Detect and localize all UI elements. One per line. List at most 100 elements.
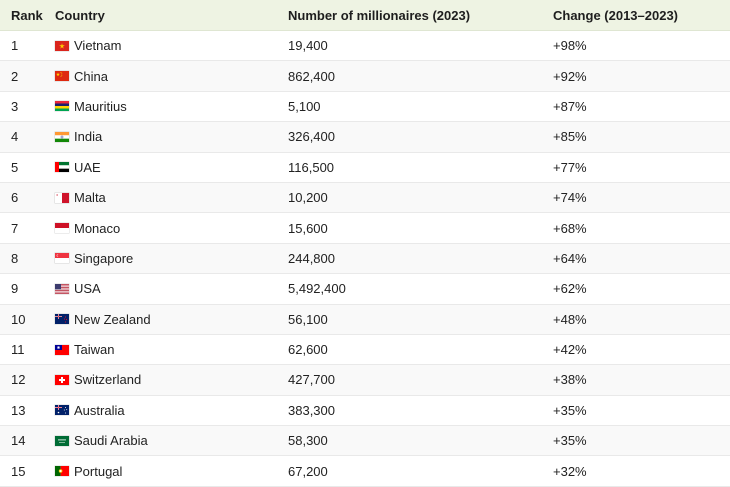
table-row[interactable]: 11 Taiwan 62,600 +42% [0,334,730,366]
rank-cell: 1 [0,30,44,62]
country-cell: UAE [44,152,277,183]
column-header-rank[interactable]: Rank [0,0,44,31]
rank-cell: 14 [0,425,44,457]
change-cell: +32% [542,455,730,487]
country-cell: Monaco [44,212,277,244]
millionaires-cell: 62,600 [277,334,542,366]
table-row[interactable]: 10 New Zealand 56,100 +48% [0,304,730,335]
change-cell: +87% [542,91,730,123]
rank-cell: 8 [0,243,44,275]
table-row[interactable]: 5 UAE 116,500 +77% [0,152,730,183]
rank-cell: 3 [0,91,44,123]
change-cell: +74% [542,182,730,214]
millionaires-cell: 862,400 [277,60,542,92]
table-row[interactable]: 12 Switzerland 427,700 +38% [0,364,730,396]
country-name: Portugal [74,463,123,479]
australia-flag-icon [55,405,69,416]
millionaires-cell: 5,100 [277,91,542,123]
millionaires-cell: 326,400 [277,121,542,153]
country-cell: Malta [44,182,277,214]
country-cell: India [44,121,277,153]
country-name: Monaco [74,220,121,236]
saudi-arabia-flag-icon [55,435,69,446]
millionaires-cell: 383,300 [277,395,542,427]
millionaires-cell: 67,200 [277,455,542,487]
country-name: Saudi Arabia [74,433,148,449]
change-cell: +85% [542,121,730,153]
country-name: Singapore [74,250,134,266]
table-row[interactable]: 13 Australia 383,300 +35% [0,395,730,427]
country-cell: Switzerland [44,364,277,396]
table-row[interactable]: 15 Portugal 67,200 +32% [0,455,730,487]
taiwan-flag-icon [55,344,69,355]
change-cell: +48% [542,304,730,335]
table-row[interactable]: 7 Monaco 15,600 +68% [0,212,730,244]
china-flag-icon [55,71,69,82]
table-row[interactable]: 3 Mauritius 5,100 +87% [0,91,730,123]
country-cell: Mauritius [44,91,277,123]
change-cell: +42% [542,334,730,366]
rank-cell: 7 [0,212,44,244]
change-cell: +98% [542,30,730,62]
country-name: Malta [74,190,106,206]
change-cell: +35% [542,425,730,457]
table-row[interactable]: 8 Singapore 244,800 +64% [0,243,730,275]
country-cell: New Zealand [44,304,277,335]
vietnam-flag-icon [55,40,69,51]
country-name: Taiwan [74,342,115,358]
country-name: Mauritius [74,98,127,114]
rank-cell: 5 [0,152,44,183]
uae-flag-icon [55,162,69,173]
millionaires-cell: 5,492,400 [277,273,542,305]
country-cell: Australia [44,395,277,427]
rank-cell: 4 [0,121,44,153]
malta-flag-icon [55,192,69,203]
rank-cell: 6 [0,182,44,214]
millionaires-cell: 19,400 [277,30,542,62]
change-cell: +64% [542,243,730,275]
country-name: UAE [74,159,101,175]
india-flag-icon [55,131,69,142]
new-zealand-flag-icon [55,314,69,325]
rank-cell: 10 [0,304,44,335]
country-cell: Portugal [44,455,277,487]
table-row[interactable]: 14 Saudi Arabia 58,300 +35% [0,425,730,457]
millionaires-cell: 56,100 [277,304,542,335]
country-cell: Saudi Arabia [44,425,277,457]
country-cell: USA [44,273,277,305]
millionaires-cell: 15,600 [277,212,542,244]
millionaires-cell: 116,500 [277,152,542,183]
rank-cell: 2 [0,60,44,92]
country-cell: Taiwan [44,334,277,366]
change-cell: +35% [542,395,730,427]
table-row[interactable]: 2 China 862,400 +92% [0,60,730,92]
country-name: Vietnam [74,38,122,54]
table-row[interactable]: 6 Malta 10,200 +74% [0,182,730,214]
column-header-millionaires[interactable]: Number of millionaires (2023) [277,0,542,31]
mauritius-flag-icon [55,101,69,112]
rank-cell: 9 [0,273,44,305]
change-cell: +77% [542,152,730,183]
country-name: Switzerland [74,372,142,388]
rank-cell: 11 [0,334,44,366]
change-cell: +92% [542,60,730,92]
millionaires-cell: 10,200 [277,182,542,214]
change-cell: +38% [542,364,730,396]
millionaires-cell: 58,300 [277,425,542,457]
column-header-country[interactable]: Country [44,0,277,31]
usa-flag-icon [55,283,69,294]
table-header-row: Rank Country Number of millionaires (202… [0,0,730,31]
table-row[interactable]: 4 India 326,400 +85% [0,121,730,153]
table-row[interactable]: 1 Vietnam 19,400 +98% [0,30,730,62]
country-cell: Vietnam [44,30,277,62]
switzerland-flag-icon [55,374,69,385]
rank-cell: 12 [0,364,44,396]
rank-cell: 15 [0,455,44,487]
change-cell: +68% [542,212,730,244]
change-cell: +62% [542,273,730,305]
country-cell: China [44,60,277,92]
portugal-flag-icon [55,466,69,477]
table-row[interactable]: 9 USA 5,492,400 +62% [0,273,730,305]
column-header-change[interactable]: Change (2013–2023) [542,0,730,31]
